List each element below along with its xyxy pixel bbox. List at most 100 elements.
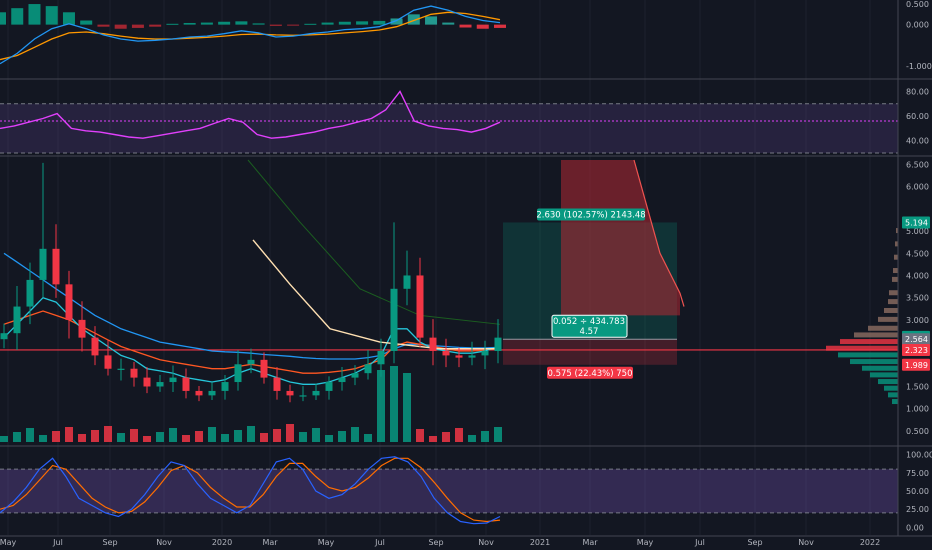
candle-body[interactable]: [481, 350, 489, 356]
candle-body[interactable]: [169, 377, 177, 383]
ratio-label-line-2: 4.57: [580, 327, 599, 337]
x-tick-jul: Jul: [52, 538, 63, 547]
candle-body[interactable]: [377, 350, 385, 365]
macd-histogram-bar: [218, 21, 231, 25]
price-badge-bg: [902, 216, 930, 229]
stoch-band-fill: [0, 469, 898, 513]
volume-bar: [156, 432, 164, 442]
candle-body[interactable]: [299, 395, 307, 397]
sma-line: [252, 239, 500, 350]
price-tick-11: 0.500: [906, 427, 929, 436]
macd-panel[interactable]: [0, 4, 506, 65]
macd-histogram-bar: [62, 12, 75, 25]
candle-body[interactable]: [312, 390, 320, 396]
macd-tick-0: 0.500: [906, 0, 929, 9]
price-badge-1-989: 1.989: [902, 358, 930, 371]
candle-body[interactable]: [91, 337, 99, 356]
macd-histogram-bar: [459, 24, 472, 28]
target-label-text: 2.630 (102.57%) 2143.48: [536, 210, 645, 220]
x-tick-2020: 2020: [212, 538, 232, 547]
price-tick-5: 3.500: [906, 294, 929, 303]
candle-body[interactable]: [221, 382, 229, 391]
candle-body[interactable]: [234, 364, 242, 383]
macd-histogram-bar: [235, 21, 248, 25]
candle-body[interactable]: [26, 279, 34, 307]
candle-body[interactable]: [104, 355, 112, 369]
candle-body[interactable]: [182, 377, 190, 391]
panel-dividers[interactable]: [0, 0, 932, 537]
candle-body[interactable]: [403, 275, 411, 289]
macd-histogram-bar: [183, 22, 196, 25]
candle-body[interactable]: [273, 377, 281, 391]
macd-histogram-bar: [304, 23, 317, 25]
candle-body[interactable]: [364, 364, 372, 374]
candle-body[interactable]: [247, 359, 255, 365]
volume-bar: [260, 433, 268, 442]
volume-profile-bar: [838, 352, 898, 358]
volume-bar: [39, 435, 47, 442]
volume-profile-bar: [894, 254, 898, 260]
candle-body[interactable]: [65, 284, 73, 320]
candle-body[interactable]: [390, 288, 398, 351]
stop-label-bg: [547, 366, 633, 379]
stochastic-panel[interactable]: [0, 456, 898, 525]
candle-body[interactable]: [117, 368, 125, 370]
rsi-panel[interactable]: [0, 90, 898, 154]
volume-bar: [325, 435, 333, 442]
stoch-tick-2: 50.00: [906, 487, 929, 496]
x-tick-nov: Nov: [478, 538, 494, 547]
x-tick-may: May: [0, 538, 17, 547]
price-badge-text: 2.564: [905, 335, 928, 344]
price-panel[interactable]: 2.630 (102.57%) 2143.48 0.052 ÷ 434.7834.…: [0, 159, 898, 442]
candle-body[interactable]: [442, 350, 450, 356]
candle-body[interactable]: [351, 373, 359, 378]
candle-body[interactable]: [78, 319, 86, 338]
price-badge-5-194: 5.194: [902, 216, 930, 229]
candle-body[interactable]: [338, 377, 346, 383]
ratio-label-line-1: 0.052 ÷ 434.783: [553, 317, 625, 327]
volume-bar: [377, 370, 385, 442]
target-label: 2.630 (102.57%) 2143.48: [536, 208, 646, 221]
stop-label: 0.575 (22.43%) 750: [547, 366, 633, 379]
candle-body[interactable]: [13, 306, 21, 334]
candle-body[interactable]: [416, 275, 424, 338]
candle-body[interactable]: [455, 355, 463, 358]
time-axis[interactable]: May Jul Sep Nov 2020 Mar May Jul Sep Nov 2021 Mar Ma…: [0, 538, 880, 547]
macd-histogram-bar: [97, 24, 110, 27]
candle-body[interactable]: [52, 248, 60, 285]
price-axis[interactable]: 0.500 0.000 -1.000 80.00 60.00 40.00 6.500 6.00…: [902, 0, 932, 532]
candle-body[interactable]: [286, 390, 294, 396]
candle-body[interactable]: [130, 368, 138, 378]
price-tick-9: 1.500: [906, 382, 929, 391]
x-tick-may: May: [318, 538, 335, 547]
candle-body[interactable]: [156, 382, 164, 387]
volume-bar: [221, 434, 229, 442]
volume-profile-bar: [895, 241, 898, 247]
candle-body[interactable]: [325, 382, 333, 391]
candle-body[interactable]: [143, 377, 151, 387]
macd-line: [0, 5, 501, 65]
price-badge-2-564: 2.564: [902, 333, 930, 346]
stoch-tick-0: 100.00: [906, 451, 932, 460]
candle-body[interactable]: [39, 248, 47, 280]
candle-body[interactable]: [429, 337, 437, 351]
candle-body[interactable]: [468, 355, 476, 358]
candle-body[interactable]: [0, 333, 8, 340]
volume-bar: [390, 366, 398, 442]
projection-area: [561, 160, 680, 316]
candle-body[interactable]: [494, 337, 502, 351]
price-tick-4: 4.000: [906, 271, 929, 280]
candle-body[interactable]: [208, 390, 216, 396]
candle-body[interactable]: [260, 359, 268, 378]
volume-bar: [273, 429, 281, 442]
macd-histogram-bar: [442, 22, 455, 25]
x-tick-sep: Sep: [428, 538, 443, 547]
volume-profile-bar: [878, 379, 898, 385]
loss-zone[interactable]: [503, 339, 677, 365]
candle-body[interactable]: [195, 390, 203, 396]
rsi-line: [0, 90, 501, 139]
volume-bar: [247, 426, 255, 442]
macd-histogram-bar: [338, 21, 351, 25]
price-tick-6: 3.000: [906, 316, 929, 325]
